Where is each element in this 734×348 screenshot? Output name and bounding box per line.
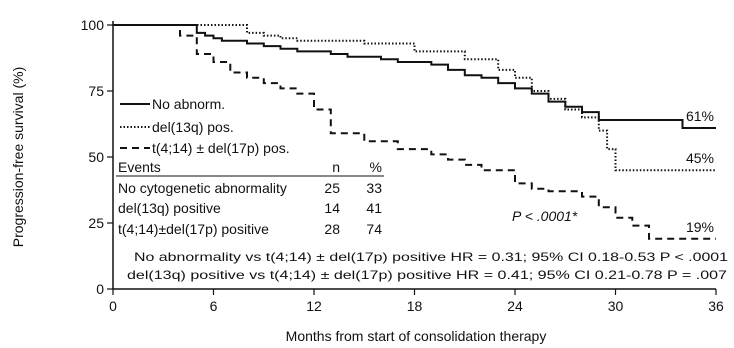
events-row-n: 28 [324, 221, 340, 237]
series-end-label: 45% [686, 150, 714, 166]
p-value-annotation: P < .0001* [512, 208, 578, 224]
y-axis-title: Progression-free survival (%) [10, 67, 26, 248]
axes: 0 25 50 75 100 0 6 12 18 24 30 36 [81, 17, 724, 314]
events-row-label: del(13q) positive [118, 200, 221, 216]
x-tick-label: 6 [210, 298, 218, 314]
legend-label-t414: t(4;14) ± del(17p) pos. [152, 140, 290, 156]
x-tick-label: 12 [306, 298, 322, 314]
events-table-col-n: n [332, 159, 340, 175]
events-row-label: No cytogenetic abnormality [118, 180, 287, 196]
y-tick-label: 100 [81, 17, 105, 33]
curves [113, 24, 716, 240]
events-table: Events n % No cytogenetic abnormality 25… [116, 159, 384, 237]
events-row-n: 25 [324, 180, 340, 196]
events-row-pct: 33 [366, 180, 382, 196]
y-tick-label: 50 [88, 149, 104, 165]
series-line-dashed [113, 24, 716, 240]
labels: 61% 45% 19% [686, 108, 714, 235]
series-end-label: 61% [686, 108, 714, 124]
series-end-label: 19% [686, 219, 714, 235]
x-tick-label: 36 [708, 298, 724, 314]
events-table-col-pct: % [370, 159, 382, 175]
events-table-title: Events [118, 159, 161, 175]
x-tick-label: 0 [109, 298, 117, 314]
legend: No abnorm. del(13q) pos. t(4;14) ± del(1… [120, 96, 290, 156]
y-tick-label: 25 [88, 215, 104, 231]
legend-label-del13q: del(13q) pos. [152, 119, 234, 135]
series-line-solid [113, 24, 716, 129]
x-tick-label: 18 [407, 298, 423, 314]
x-tick-label: 30 [608, 298, 624, 314]
hr-note-1: No abnormality vs t(4;14) ± del(17p) pos… [134, 250, 728, 264]
events-row-pct: 74 [366, 221, 382, 237]
x-tick-label: 24 [507, 298, 523, 314]
legend-label-no-abnorm: No abnorm. [152, 96, 225, 112]
series-line-dotted [113, 24, 716, 172]
events-row-label: t(4;14)±del(17p) positive [118, 221, 269, 237]
hr-note-2: del(13q) positive vs t(4;14) ± del(17p) … [127, 268, 727, 282]
y-tick-label: 0 [96, 281, 104, 297]
x-axis-title: Months from start of consolidation thera… [286, 328, 547, 344]
events-row-pct: 41 [366, 200, 382, 216]
events-row-n: 14 [324, 200, 340, 216]
y-tick-label: 75 [88, 83, 104, 99]
